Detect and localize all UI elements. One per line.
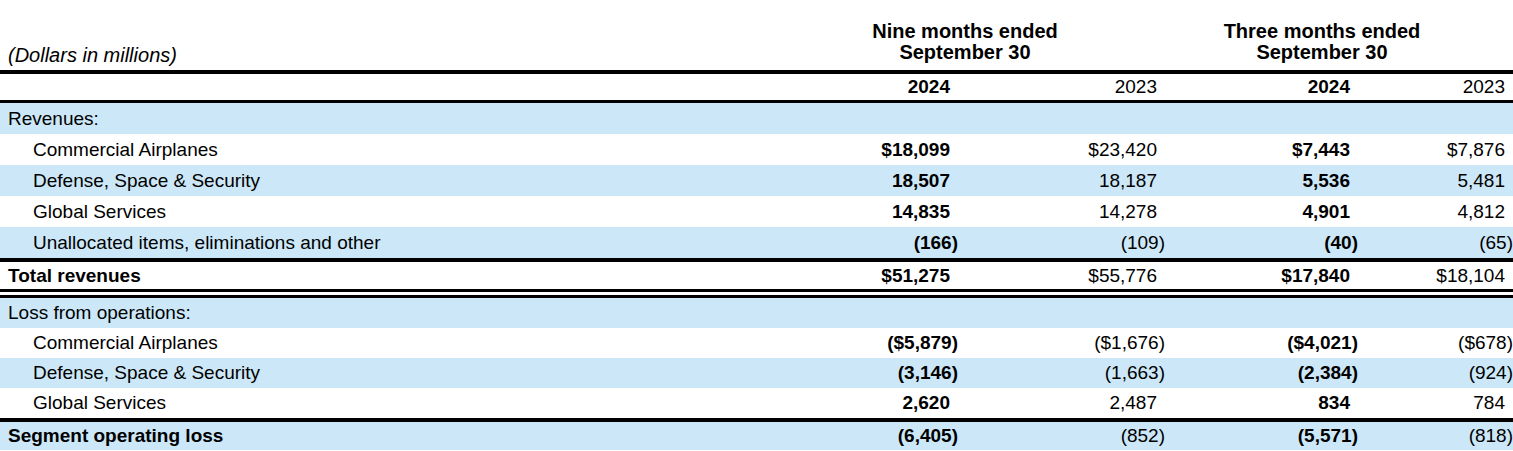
value-cell: $7,443	[1170, 139, 1364, 161]
data-row: Commercial Airplanes($5,879)($1,676)($4,…	[0, 328, 1513, 358]
value-cell: (1,663)	[967, 362, 1170, 384]
row-label: Global Services	[0, 201, 845, 223]
value-cell: 4,901	[1170, 201, 1364, 223]
row-label: Revenues:	[0, 108, 845, 130]
col-group-nine-months: Nine months ended September 30	[845, 21, 1085, 63]
section-header-row: Loss from operations:	[0, 298, 1513, 328]
col-group-line2: September 30	[1202, 42, 1442, 63]
value-cell: (852)	[967, 425, 1170, 447]
year-header-2023-three: 2023	[1364, 76, 1513, 98]
data-row: Global Services14,83514,2784,9014,812	[0, 196, 1513, 227]
row-label: Unallocated items, eliminations and othe…	[0, 232, 845, 254]
value-cell: (65)	[1364, 232, 1513, 254]
value-cell: 784	[1364, 392, 1513, 414]
total-row: Segment operating loss(6,405)(852)(5,571…	[0, 422, 1513, 450]
value-cell: 4,812	[1364, 201, 1513, 223]
value-cell: ($1,676)	[967, 332, 1170, 354]
value-cell: (2,384)	[1170, 362, 1364, 384]
value-cell: 834	[1170, 392, 1364, 414]
value-cell: 5,536	[1170, 170, 1364, 192]
value-cell: 2,487	[967, 392, 1170, 414]
value-cell: $51,275	[845, 265, 967, 287]
data-row: Defense, Space & Security18,50718,1875,5…	[0, 165, 1513, 196]
value-cell: (3,146)	[845, 362, 967, 384]
row-label: Loss from operations:	[0, 302, 845, 324]
value-cell: $17,840	[1170, 265, 1364, 287]
value-cell: (6,405)	[845, 425, 967, 447]
row-label: Commercial Airplanes	[0, 139, 845, 161]
year-header-row: 2024 2023 2024 2023	[0, 74, 1513, 100]
row-label: Defense, Space & Security	[0, 362, 845, 384]
value-cell: $55,776	[967, 265, 1170, 287]
value-cell: ($4,021)	[1170, 332, 1364, 354]
section-header-row: Revenues:	[0, 103, 1513, 134]
row-label: Segment operating loss	[0, 425, 845, 447]
value-cell: ($678)	[1364, 332, 1513, 354]
row-label: Commercial Airplanes	[0, 332, 845, 354]
value-cell: $23,420	[967, 139, 1170, 161]
year-header-2024-three: 2024	[1170, 76, 1364, 98]
data-row: Defense, Space & Security(3,146)(1,663)(…	[0, 358, 1513, 388]
col-group-line1: Three months ended	[1202, 21, 1442, 42]
data-row: Global Services2,6202,487834784	[0, 388, 1513, 418]
value-cell: ($5,879)	[845, 332, 967, 354]
row-label: Total revenues	[0, 265, 845, 287]
financial-segment-table: (Dollars in millions) Nine months ended …	[0, 0, 1513, 451]
col-group-line1: Nine months ended	[845, 21, 1085, 42]
data-row: Unallocated items, eliminations and othe…	[0, 227, 1513, 258]
value-cell: 2,620	[845, 392, 967, 414]
col-group-three-months: Three months ended September 30	[1202, 21, 1442, 63]
value-cell: (5,571)	[1170, 425, 1364, 447]
value-cell: (166)	[845, 232, 967, 254]
section-divider-double-rule	[0, 289, 1513, 298]
data-row: Commercial Airplanes$18,099$23,420$7,443…	[0, 134, 1513, 165]
value-cell: (818)	[1364, 425, 1513, 447]
value-cell: 5,481	[1364, 170, 1513, 192]
year-header-2023-nine: 2023	[967, 76, 1170, 98]
value-cell: $18,104	[1364, 265, 1513, 287]
value-cell: 14,278	[967, 201, 1170, 223]
col-group-line2: September 30	[845, 42, 1085, 63]
value-cell: (924)	[1364, 362, 1513, 384]
year-header-2024-nine: 2024	[845, 76, 967, 98]
value-cell: (109)	[967, 232, 1170, 254]
row-label: Defense, Space & Security	[0, 170, 845, 192]
row-label: Global Services	[0, 392, 845, 414]
table-body: Revenues:Commercial Airplanes$18,099$23,…	[0, 103, 1513, 450]
value-cell: 18,507	[845, 170, 967, 192]
total-row: Total revenues$51,275$55,776$17,840$18,1…	[0, 262, 1513, 289]
value-cell: 14,835	[845, 201, 967, 223]
value-cell: $7,876	[1364, 139, 1513, 161]
value-cell: (40)	[1170, 232, 1364, 254]
units-label: (Dollars in millions)	[8, 44, 177, 67]
table-header: (Dollars in millions) Nine months ended …	[0, 0, 1513, 70]
value-cell: 18,187	[967, 170, 1170, 192]
value-cell: $18,099	[845, 139, 967, 161]
